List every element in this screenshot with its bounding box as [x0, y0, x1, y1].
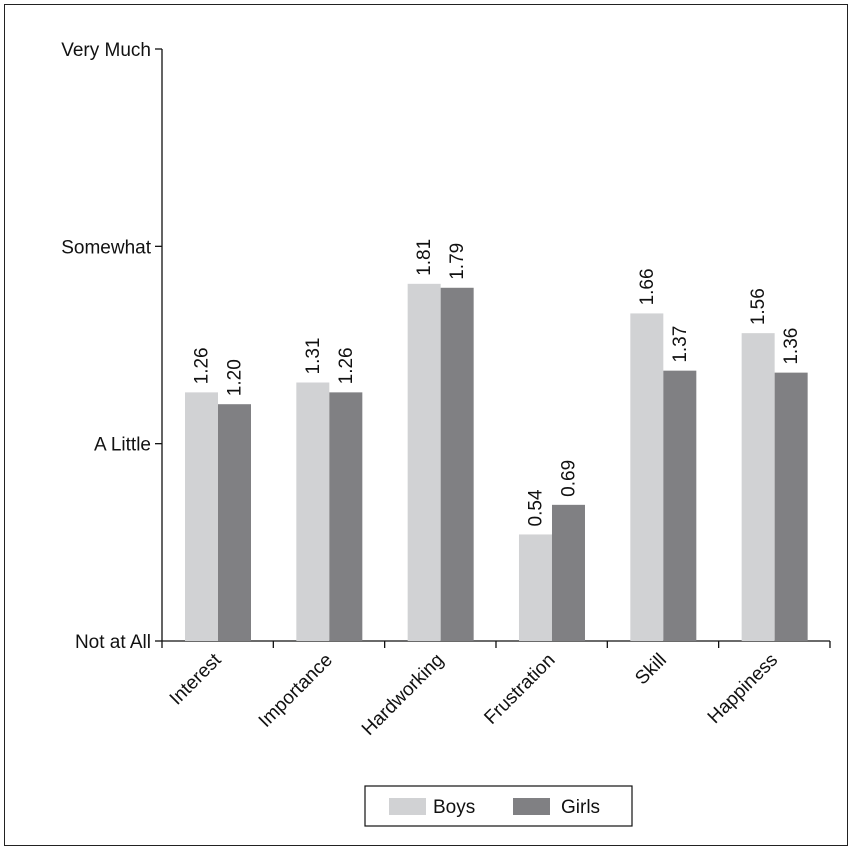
bar-girls	[440, 287, 474, 641]
legend: Boys Girls	[364, 785, 633, 827]
data-label: 1.66	[637, 268, 658, 305]
data-label: 1.81	[414, 239, 435, 276]
x-tick-label: Importance	[255, 650, 337, 732]
legend-swatch-boys	[389, 798, 426, 815]
data-label: 1.20	[225, 359, 246, 396]
data-label: 1.26	[336, 347, 357, 384]
legend-swatch-girls	[513, 798, 550, 815]
x-tick-label: Frustration	[480, 650, 559, 729]
axes: Not at All A Little Somewhat Very Much	[61, 40, 831, 653]
category-labels: Interest Importance Hardworking Frustration…	[166, 649, 782, 740]
bar-boys	[407, 283, 441, 641]
bar-girls	[218, 404, 251, 641]
data-label: 1.37	[670, 326, 691, 363]
bar-boys	[518, 534, 552, 641]
legend-label-girls: Girls	[561, 797, 600, 818]
bar-girls	[551, 504, 585, 641]
y-tick-label: Not at All	[75, 632, 151, 653]
data-label: 1.31	[303, 338, 324, 375]
x-tick-label: Skill	[631, 650, 670, 689]
data-label: 0.54	[525, 489, 546, 526]
y-tick-label: Somewhat	[61, 237, 151, 258]
bar-girls	[663, 370, 697, 641]
data-label: 1.26	[192, 347, 213, 384]
value-labels: 1.26 1.20 1.31 1.26 1.81 1.79 0.54 0.69 1.66 1.37…	[192, 239, 803, 527]
data-label: 1.79	[447, 243, 468, 280]
data-label: 1.36	[781, 328, 802, 365]
data-label: 0.69	[558, 460, 579, 497]
data-label: 1.56	[748, 288, 769, 325]
x-tick-label: Hardworking	[358, 650, 448, 740]
y-tick-label: A Little	[94, 435, 151, 456]
bar-girls	[774, 372, 808, 641]
bar-boys	[741, 333, 775, 641]
bar-girls	[329, 392, 363, 641]
legend-label-boys: Boys	[433, 797, 475, 818]
x-tick-label: Happiness	[704, 650, 782, 728]
y-tick-label: Very Much	[61, 40, 151, 61]
bar-boys	[296, 382, 330, 641]
x-tick-label: Interest	[166, 649, 226, 709]
bar-boys	[630, 313, 664, 641]
bars	[185, 283, 808, 641]
bar-boys	[185, 392, 218, 641]
